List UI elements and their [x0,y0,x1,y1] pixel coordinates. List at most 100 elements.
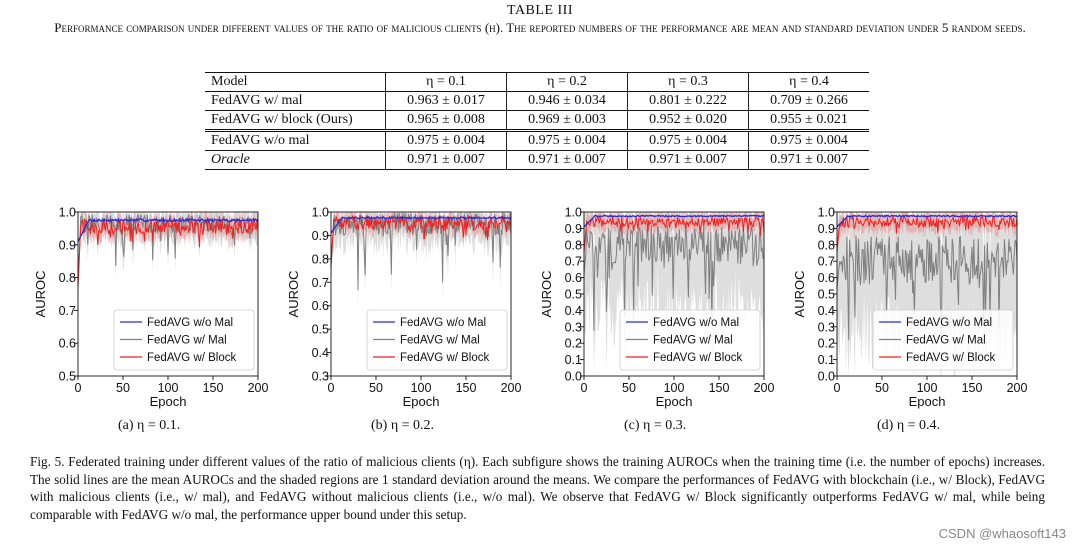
y-tick-label: 1.0 [312,206,329,220]
table-cell: FedAVG w/ mal [205,91,386,111]
x-tick-label: 100 [158,381,179,395]
x-tick-label: 100 [411,381,432,395]
table-cell: 0.946 ± 0.034 [506,91,628,111]
subfigure-chart-d: 0.0 0.1 0.2 0.3 0.4 0.5 0.6 0.7 0.8 0.9 1.0 0 50 100 1… [792,206,1028,410]
x-tick-label: 100 [917,381,938,395]
std-band-1 [78,212,258,298]
subfigure-caption: (c) η = 0.3. [624,418,687,433]
legend-box [113,309,255,371]
series-line-0 [836,214,1018,228]
y-tick-label: 0.6 [818,271,835,285]
legend-box [366,309,508,371]
legend-entry: FedAVG w/ Block [147,352,237,364]
x-tick-label: 50 [875,381,889,395]
y-tick-label: 0.3 [565,320,582,334]
x-axis-label: Epoch [909,394,946,409]
subfigure-chart-a: 0.5 0.6 0.7 0.8 0.9 1.0 0 50 100 150 200 Epoch AUROC… [33,206,269,410]
table-cell: 0.971 ± 0.007 [627,150,749,170]
x-tick-label: 0 [75,381,82,395]
table-cell: 0.971 ± 0.007 [748,150,869,170]
y-tick-label: 0.5 [312,323,329,337]
y-tick-label: 0.9 [312,229,329,243]
series-line-0 [583,214,765,228]
x-tick-label: 200 [248,381,269,395]
legend-entry: FedAVG w/ Mal [653,335,733,347]
x-tick-label: 150 [203,381,224,395]
y-tick-label: 0.6 [312,299,329,313]
x-tick-label: 0 [834,381,841,395]
x-tick-label: 0 [328,381,335,395]
y-axis-label: AUROC [286,271,301,318]
legend-entry: FedAVG w/o Mal [906,317,992,329]
figure-caption: Fig. 5. Federated training under differe… [30,454,1045,522]
series-line-0 [77,217,259,242]
legend-entry: FedAVG w/ Mal [906,335,986,347]
legend-box [619,309,761,371]
y-tick-label: 0.6 [59,337,76,351]
x-axis-label: Epoch [150,394,187,409]
y-tick-label: 0.2 [818,337,835,351]
table-cell: 0.801 ± 0.222 [627,91,749,111]
y-tick-label: 0.3 [818,320,835,334]
table-cell: 0.709 ± 0.266 [748,91,869,111]
table-caption: Performance comparison under different v… [54,20,1026,35]
y-tick-label: 0.1 [565,353,582,367]
y-tick-label: 0.0 [818,370,835,384]
x-axis-label: Epoch [403,394,440,409]
results-table: Model η = 0.1 η = 0.2 η = 0.3 η = 0.4 Fe… [205,72,869,170]
y-axis-label: AUROC [33,271,48,318]
table-header-cell: η = 0.2 [506,72,628,92]
legend-entry: FedAVG w/o Mal [147,317,233,329]
series-line-1 [583,224,765,331]
std-band-1 [331,212,511,313]
table-cell: 0.963 ± 0.017 [385,91,507,111]
y-tick-label: 0.3 [312,370,329,384]
table-label: TABLE III [507,3,573,18]
y-tick-label: 0.8 [59,271,76,285]
y-tick-label: 0.7 [565,255,582,269]
y-tick-label: 0.2 [565,337,582,351]
watermark: CSDN @whaosoft143 [938,526,1066,541]
table-cell: 0.975 ± 0.004 [385,130,507,151]
legend-box [872,309,1014,371]
y-axis-label: AUROC [539,271,554,318]
x-tick-label: 0 [581,381,588,395]
table-cell: 0.975 ± 0.004 [506,130,628,151]
legend-entry: FedAVG w/ Block [400,352,490,364]
subfigure-chart-b: 0.3 0.4 0.5 0.6 0.7 0.8 0.9 1.0 0 50 100 150 200 Epoc… [286,206,521,410]
table-cell: 0.975 ± 0.004 [627,130,749,151]
y-tick-label: 0.8 [565,238,582,252]
table-row: FedAVG w/o mal 0.975 ± 0.004 0.975 ± 0.0… [205,130,869,151]
y-tick-label: 0.5 [565,288,582,302]
y-tick-label: 0.8 [312,252,329,266]
y-tick-label: 0.9 [565,222,582,236]
y-axis-label: AUROC [792,271,807,318]
table-cell: 0.955 ± 0.021 [748,110,869,132]
table-header-cell: η = 0.3 [627,72,749,92]
subfigure-caption: (d) η = 0.4. [877,418,941,433]
y-tick-label: 0.7 [818,255,835,269]
table-cell: 0.975 ± 0.004 [748,130,869,151]
y-tick-label: 0.4 [312,346,329,360]
series-line-1 [836,235,1018,341]
table-header-cell: η = 0.1 [385,72,507,92]
x-tick-label: 50 [116,381,130,395]
x-tick-label: 200 [1007,381,1028,395]
y-tick-label: 0.1 [818,353,835,367]
y-tick-label: 0.0 [565,370,582,384]
x-tick-label: 100 [664,381,685,395]
table-cell: FedAVG w/ block (Ours) [205,110,386,132]
y-tick-label: 1.0 [59,206,76,220]
y-tick-label: 0.4 [565,304,582,318]
subfigure-caption: (a) η = 0.1. [118,418,181,433]
subfigure-chart-c: 0.0 0.1 0.2 0.3 0.4 0.5 0.6 0.7 0.8 0.9 1.0 0 50 100 1… [539,206,775,410]
x-tick-label: 150 [456,381,477,395]
legend-entry: FedAVG w/ Mal [147,335,227,347]
table-cell: 0.969 ± 0.003 [506,110,628,132]
table-header-cell: Model [205,72,386,92]
legend-entry: FedAVG w/o Mal [653,317,739,329]
legend-entry: FedAVG w/ Block [653,352,743,364]
table-cell: 0.965 ± 0.008 [385,110,507,132]
legend-entry: FedAVG w/ Block [906,352,996,364]
x-tick-label: 200 [754,381,775,395]
